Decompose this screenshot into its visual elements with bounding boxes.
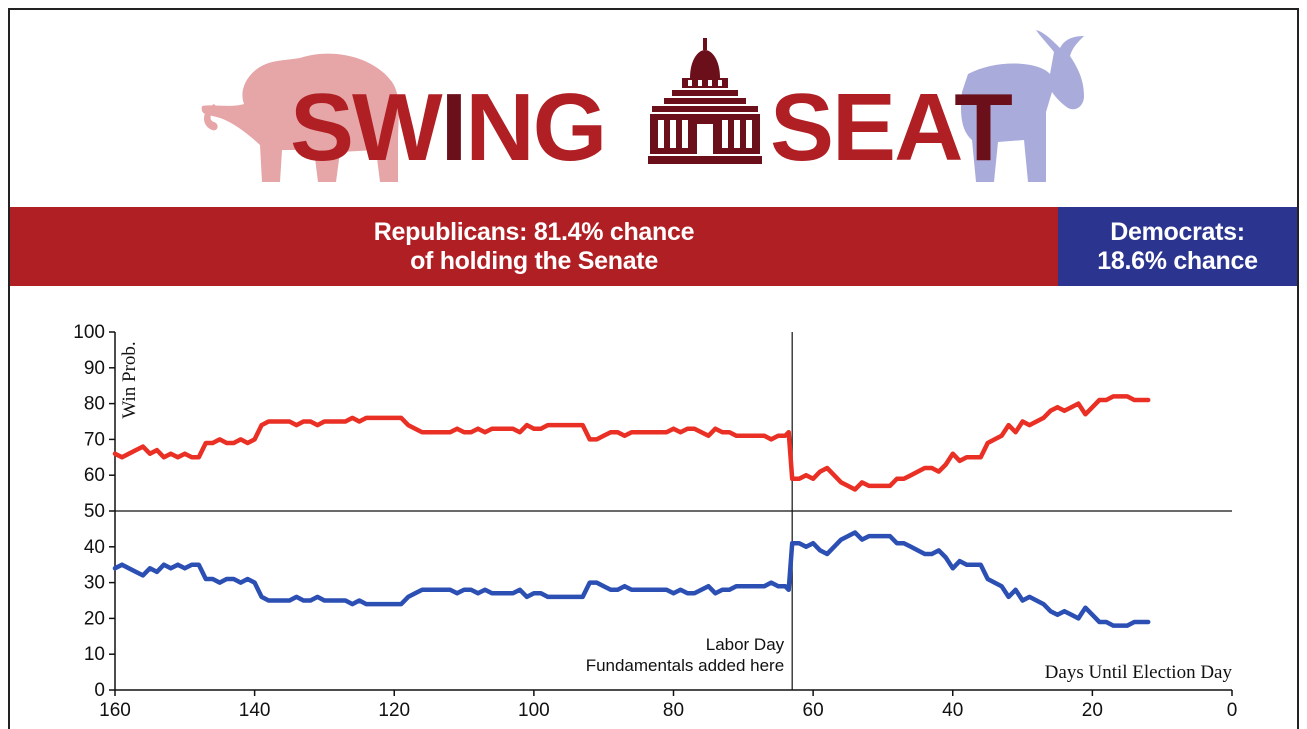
republican-chance-line1: Republicans: 81.4% chance [373,217,695,246]
x-tick-label: 40 [942,700,963,721]
y-tick-label: 80 [84,394,105,415]
y-tick-label: 60 [84,465,105,486]
y-tick-label: 40 [84,537,105,558]
logo-word-seat: SEA [770,74,961,181]
x-tick-label: 0 [1227,700,1238,721]
democrat-chance-line1: Democrats: [1110,217,1245,246]
y-tick-label: 10 [84,644,105,665]
axes-layer [109,331,1233,696]
win-probability-chart: 0 10 20 30 40 50 60 70 80 90 100 160 140 120 100 80 60 40… [73,322,1237,721]
y-axis-label: Win Prob. [119,341,140,418]
x-tick-label: 160 [99,700,131,721]
x-tick-label: 80 [663,700,684,721]
labor-day-label: Labor Day [706,635,785,654]
x-tick-label: 60 [803,700,824,721]
x-tick-label: 140 [239,700,271,721]
x-tick-label: 120 [378,700,410,721]
series-layer [112,394,1151,628]
logo-word-swing: SW [290,74,443,181]
y-tick-label: 70 [84,429,105,450]
svg-text:SWING: SWING [290,74,605,181]
donkey-icon [961,30,1084,182]
elephant-icon [201,53,399,182]
republican-chance-line2: of holding the Senate [410,246,658,275]
logo-accent-t: T [954,74,1012,181]
republican-banner: Republicans: 81.4% chance of holding the… [10,207,1058,286]
capitol-windows [658,80,752,154]
democrat-series-line [112,530,1151,628]
y-tick-label: 100 [73,322,105,343]
labels-layer: 0 10 20 30 40 50 60 70 80 90 100 160 140 120 100 80 60 40… [73,322,1237,721]
logo-accent-i: I [441,74,466,181]
x-tick-label: 20 [1082,700,1103,721]
y-tick-label: 20 [84,608,105,629]
democrat-chance-line2: 18.6% chance [1097,246,1258,275]
y-tick-label: 30 [84,573,105,594]
democrat-banner: Democrats: 18.6% chance [1058,207,1297,286]
x-tick-label: 100 [518,700,550,721]
x-axis-label: Days Until Election Day [1045,662,1233,683]
republican-series-line [112,394,1151,492]
y-tick-label: 0 [94,680,105,701]
svg-text:SEAT: SEAT [770,74,1012,181]
fundamentals-label: Fundamentals added here [586,656,784,675]
y-tick-label: 50 [84,501,105,522]
logo-word-ng: NG [465,74,605,181]
swing-seat-logo: SWING SEAT [201,30,1084,182]
y-tick-label: 90 [84,358,105,379]
